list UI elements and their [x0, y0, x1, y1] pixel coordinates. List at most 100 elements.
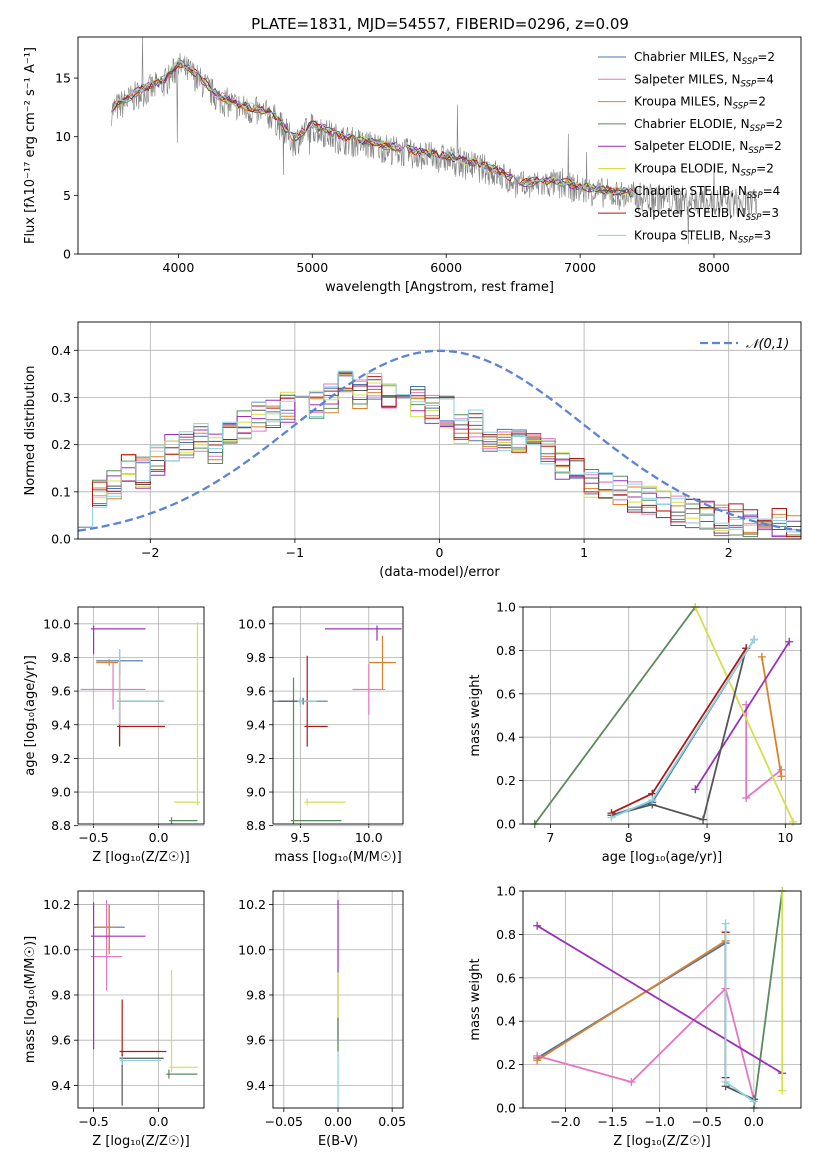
spectrum-x-tick-label: 8000 [698, 260, 730, 275]
mass-weight-point [789, 817, 798, 826]
residuals-axes [74, 322, 801, 543]
z-weight-y-label: mass weight [468, 958, 483, 1040]
mass-age-x-label: mass [log₁₀(M/M☉)] [274, 850, 401, 865]
legend-entry: Kroupa MILES, NSSP=2 [634, 95, 766, 112]
residuals-x-tick-label: 0 [436, 545, 444, 560]
age-weight-y-tick-label: 0.6 [496, 686, 516, 701]
spectrum-x-tick-label: 7000 [564, 260, 596, 275]
spectrum-y-tick-label: 10 [55, 129, 71, 144]
z-weight-y-tick-label: 0.2 [496, 1057, 516, 1072]
residuals-x-label: (data-model)/error [379, 565, 500, 580]
residuals-frame [77, 321, 802, 540]
age-weight-x-tick-label: 10 [777, 830, 793, 845]
age-weight-x-tick-label: 9 [703, 830, 711, 845]
mass-weight-point [533, 921, 542, 930]
mass-age-frame [272, 606, 404, 825]
model-spectrum-line [111, 60, 634, 198]
z-weight-x-tick-label: −0.5 [692, 1114, 722, 1129]
residuals-y-tick-label: 0.0 [51, 532, 71, 547]
mass-age-y-tick-label: 9.6 [246, 684, 266, 699]
mass-weight-series-line [760, 656, 783, 777]
ebv-mass-y-tick-label: 9.8 [246, 987, 266, 1002]
z-age-y-tick-label: 9.4 [51, 717, 71, 732]
mass-weight-series-line [694, 641, 791, 790]
z-mass-y-tick-label: 9.4 [51, 1078, 71, 1093]
age-weight-y-label: mass weight [468, 674, 483, 756]
mass-weight-point [750, 635, 759, 644]
mass-age-y-tick-label: 10.0 [238, 616, 266, 631]
z-weight-y-tick-label: 0.4 [496, 1014, 516, 1029]
z-mass-y-tick-label: 9.6 [51, 1033, 71, 1048]
mass-weight-point [785, 637, 794, 646]
figure-title: PLATE=1831, MJD=54557, FIBERID=0296, z=0… [251, 15, 629, 33]
residuals-y-label: Normed distribution [23, 366, 38, 496]
z-weight-y-tick-label: 0.6 [496, 970, 516, 985]
z-weight-y-tick-label: 0.0 [496, 1101, 516, 1116]
z-age-frame [77, 606, 205, 825]
spectrum-y-tick-label: 15 [55, 71, 71, 86]
age-weight-y-tick-label: 1.0 [496, 600, 516, 615]
mass-age-x-tick-label: 9.5 [290, 830, 310, 845]
spectrum-y-tick-label: 5 [63, 188, 71, 203]
z-mass-y-tick-label: 10.2 [43, 897, 71, 912]
mass-weight-point [648, 796, 657, 805]
z-mass-y-tick-label: 9.8 [51, 987, 71, 1002]
age-weight-frame [522, 606, 802, 825]
z-age-x-tick-label: −0.5 [78, 830, 108, 845]
ebv-mass-x-tick-label: 0.00 [324, 1114, 352, 1129]
z-mass-x-tick-label: −0.5 [78, 1114, 108, 1129]
legend-entry: Salpeter STELIB, NSSP=3 [634, 206, 779, 223]
z-age-y-tick-label: 9.8 [51, 650, 71, 665]
residuals-y-tick-label: 0.3 [51, 390, 71, 405]
mass-weight-point [721, 1077, 730, 1086]
mass-weight-point [721, 919, 730, 928]
spectrum-x-tick-label: 6000 [430, 260, 462, 275]
mass-weight-point [533, 1056, 542, 1065]
z-weight-x-tick-label: −1.0 [644, 1114, 674, 1129]
mass-weight-point [691, 785, 700, 794]
mass-weight-point [607, 813, 616, 822]
mass-age-y-tick-label: 8.8 [246, 818, 266, 833]
legend-entry: Salpeter ELODIE, NSSP=2 [634, 139, 782, 156]
mass-weight-point [749, 1097, 758, 1106]
z-age-axes [74, 607, 204, 828]
mass-age-y-tick-label: 9.0 [246, 785, 266, 800]
ebv-mass-y-tick-label: 10.2 [238, 897, 266, 912]
ebv-mass-x-label: E(B-V) [318, 1134, 358, 1149]
z-weight-x-label: Z [log₁₀(Z/Z☉)] [613, 1134, 710, 1149]
spectrum-frame [77, 36, 802, 255]
mass-weight-point [777, 772, 786, 781]
z-mass-y-label: mass [log₁₀(M/M☉)] [23, 936, 38, 1063]
mass-age-y-tick-label: 9.8 [246, 650, 266, 665]
residual-histogram-step [78, 376, 801, 539]
z-mass-x-label: Z [log₁₀(Z/Z☉)] [92, 1134, 189, 1149]
ebv-mass-frame [272, 890, 404, 1109]
z-weight-y-tick-label: 1.0 [496, 884, 516, 899]
mass-weight-series-line [724, 923, 755, 1103]
legend-entry: Kroupa STELIB, NSSP=3 [634, 228, 771, 245]
mass-age-y-tick-label: 9.2 [246, 751, 266, 766]
mass-age-y-tick-label: 9.4 [246, 717, 266, 732]
mass-weight-point [742, 793, 751, 802]
ebv-mass-x-tick-label: 0.05 [378, 1114, 406, 1129]
legend-entry: 𝒩(0,1) [746, 337, 789, 352]
normal-reference-curve [77, 349, 802, 532]
mass-weight-series-line [611, 639, 755, 817]
residual-histogram-step [78, 370, 801, 539]
z-weight-x-tick-label: 0.0 [744, 1114, 764, 1129]
z-weight-axes [519, 890, 801, 1112]
z-weight-y-tick-label: 0.8 [496, 927, 516, 942]
mass-weight-series-line [694, 607, 795, 823]
z-age-x-tick-label: 0.0 [149, 830, 169, 845]
z-mass-y-tick-label: 10.0 [43, 942, 71, 957]
z-age-y-tick-label: 8.8 [51, 818, 71, 833]
ebv-mass-axes [269, 891, 403, 1112]
spectrum-x-label: wavelength [Angstrom, rest frame] [325, 280, 554, 295]
ebv-mass-y-tick-label: 9.4 [246, 1078, 266, 1093]
mass-weight-series-line [724, 932, 755, 1101]
ebv-mass-x-tick-label: −0.05 [265, 1114, 303, 1129]
z-age-x-label: Z [log₁₀(Z/Z☉)] [92, 850, 189, 865]
z-age-y-tick-label: 9.2 [51, 751, 71, 766]
z-age-y-tick-label: 9.0 [51, 785, 71, 800]
